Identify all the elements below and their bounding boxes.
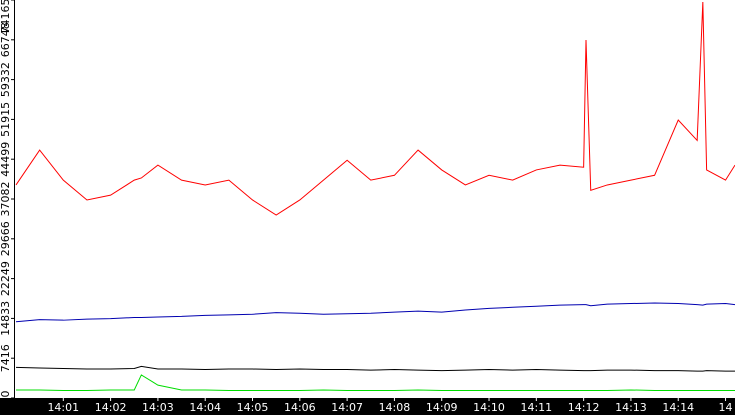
- series-line: [15, 1, 735, 216]
- x-tick-label: 14:02: [95, 401, 127, 414]
- series-line: [15, 365, 735, 372]
- x-tick-label: 14:08: [379, 401, 411, 414]
- x-tick-label: 14:11: [520, 401, 552, 414]
- y-tick-label: 44499: [0, 142, 12, 177]
- y-tick-label: 14833: [0, 301, 12, 336]
- y-tick-label: 59332: [0, 62, 12, 97]
- x-tick-label: 14:05: [237, 401, 269, 414]
- y-tick-label: 37082: [0, 182, 12, 217]
- x-tick-label: 14:13: [615, 401, 647, 414]
- y-tick-label: 66748: [0, 22, 12, 57]
- y-tick-label: 7416: [0, 344, 12, 372]
- series-line: [15, 302, 735, 323]
- x-axis-bar: [0, 398, 735, 415]
- x-tick-label: 14:09: [426, 401, 458, 414]
- x-tick-label: 14:12: [568, 401, 600, 414]
- x-tick-label: 14:14: [662, 401, 694, 414]
- x-tick-label: 14:03: [142, 401, 174, 414]
- y-tick-label: 29666: [0, 221, 12, 256]
- series-line: [16, 374, 735, 391]
- x-tick-label: 14:06: [284, 401, 316, 414]
- x-tick-label: 14:01: [47, 401, 79, 414]
- y-tick-label: 74165: [0, 0, 12, 34]
- x-tick-label: 14:10: [473, 401, 505, 414]
- x-tick-label: 14:04: [189, 401, 221, 414]
- y-tick-label: 51915: [0, 102, 12, 137]
- y-tick-label: 22249: [0, 261, 12, 296]
- x-tick-label: 14: [719, 401, 733, 414]
- y-tick-label: 0: [0, 391, 12, 398]
- x-tick-label: 14:07: [331, 401, 363, 414]
